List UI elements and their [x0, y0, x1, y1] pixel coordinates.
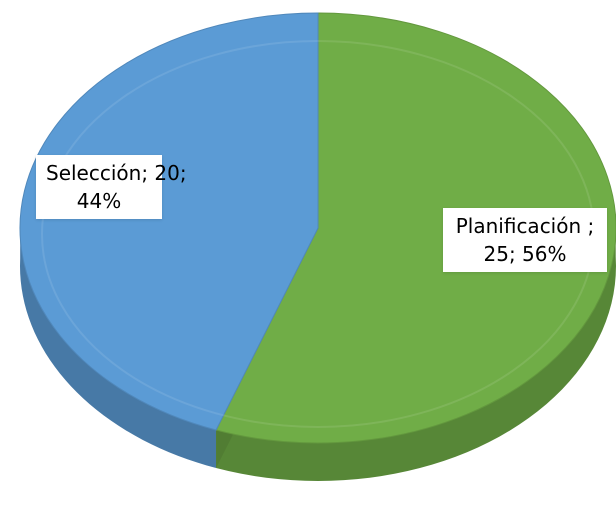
pie-slice-seleccion	[19, 12, 319, 431]
data-label-seleccion-line2: 44%	[76, 189, 122, 213]
data-label-planificacion: Planificación ; 25; 56%	[443, 208, 607, 272]
pie-slice-side-seleccion	[20, 220, 217, 469]
data-label-planificacion-line2: 25; 56%	[483, 242, 567, 266]
data-label-planificacion-line1: Planificación ;	[455, 214, 595, 238]
data-label-seleccion: Selección; 20; 44%	[36, 155, 187, 219]
pie-slice-planificacion	[215, 12, 616, 444]
data-label-seleccion-line1: Selección; 20;	[46, 161, 187, 185]
pie-slice-side-planificacion	[216, 218, 616, 481]
pie-top-layer	[19, 12, 616, 444]
